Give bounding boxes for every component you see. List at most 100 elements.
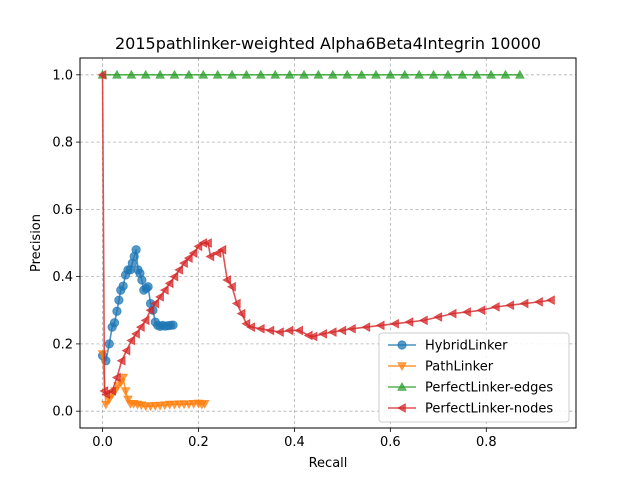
data-point <box>131 328 140 339</box>
x-tick-label: 0.8 <box>476 435 497 450</box>
data-point <box>120 387 131 397</box>
data-point <box>534 296 543 307</box>
data-point <box>217 244 227 255</box>
data-point <box>514 69 525 79</box>
data-point <box>199 400 210 409</box>
data-point <box>112 306 122 316</box>
data-point <box>236 308 246 319</box>
data-point <box>198 69 209 79</box>
data-point <box>145 305 155 316</box>
data-point <box>169 69 180 79</box>
data-point <box>155 69 165 79</box>
data-point <box>227 69 237 79</box>
data-point <box>284 69 295 79</box>
data-point <box>462 307 471 317</box>
data-point <box>390 318 399 329</box>
data-point <box>519 298 529 309</box>
data-point <box>241 318 251 329</box>
data-point <box>428 69 439 79</box>
data-point <box>255 323 265 334</box>
x-tick-label: 0.0 <box>92 435 113 450</box>
data-point <box>118 281 128 291</box>
data-point <box>275 327 284 338</box>
data-point <box>346 323 356 334</box>
y-tick-label: 0.6 <box>52 203 73 218</box>
data-point <box>135 322 145 332</box>
y-tick-label: 0.8 <box>52 136 73 151</box>
data-point <box>114 295 124 305</box>
data-point <box>457 69 468 79</box>
data-point <box>313 69 324 79</box>
y-tick-label: 0.2 <box>52 337 73 352</box>
data-point <box>121 345 131 356</box>
data-point <box>500 69 511 79</box>
data-point <box>375 320 385 331</box>
data-point <box>418 315 428 326</box>
data-point <box>143 282 153 292</box>
legend-swatch-marker <box>397 340 407 350</box>
x-tick-label: 0.2 <box>188 435 209 450</box>
data-point <box>183 253 193 264</box>
data-point <box>294 325 303 336</box>
data-point <box>361 322 371 332</box>
series-perfectlinker-nodes <box>97 69 555 400</box>
data-point <box>101 400 111 410</box>
series-layer <box>97 69 555 412</box>
data-point <box>505 300 515 311</box>
data-point <box>155 291 164 302</box>
data-point <box>231 298 241 309</box>
data-point <box>241 69 252 79</box>
data-point <box>179 258 188 269</box>
data-point <box>270 69 281 79</box>
legend-entry: PathLinker <box>388 360 494 375</box>
x-tick-label: 0.4 <box>284 435 305 450</box>
data-point <box>188 248 198 258</box>
data-point <box>404 317 414 327</box>
data-point <box>123 395 133 405</box>
legend-entry: PerfectLinker-nodes <box>388 402 553 417</box>
data-point <box>246 322 256 332</box>
legend-entry: PerfectLinker-edges <box>388 381 553 396</box>
y-tick-label: 1.0 <box>52 68 73 83</box>
data-point <box>299 69 309 79</box>
data-point <box>546 295 555 306</box>
y-tick-label: 0.0 <box>52 405 73 420</box>
data-point <box>385 69 396 79</box>
x-tick-label: 0.6 <box>380 435 401 450</box>
data-point <box>443 69 453 79</box>
data-point <box>104 339 114 349</box>
data-point <box>164 278 174 289</box>
data-point <box>222 275 232 285</box>
data-point <box>327 69 338 79</box>
data-point <box>203 238 212 248</box>
legend-label: HybridLinker <box>425 339 508 354</box>
legend-label: PathLinker <box>425 360 494 375</box>
data-point <box>371 69 381 79</box>
data-point <box>168 320 178 330</box>
legend-label: PerfectLinker-edges <box>425 381 553 396</box>
data-point <box>255 69 266 79</box>
data-point <box>490 302 500 312</box>
y-axis-label: Precision <box>29 214 44 272</box>
data-point <box>227 281 236 292</box>
y-tick-label: 0.4 <box>52 270 73 285</box>
legend: HybridLinker PathLinker PerfectLinker-edge… <box>378 332 570 423</box>
data-point <box>308 331 318 342</box>
data-point <box>433 312 443 322</box>
data-point <box>97 69 107 80</box>
data-point <box>174 265 184 275</box>
data-point <box>140 69 151 79</box>
legend-entries: HybridLinker PathLinker PerfectLinker-edge… <box>388 339 553 417</box>
data-point <box>150 298 160 309</box>
data-point <box>140 315 150 326</box>
data-point <box>126 69 137 79</box>
legend-box <box>378 332 570 423</box>
data-point <box>184 69 194 79</box>
data-point <box>399 69 410 79</box>
series-perfectlinker-edges <box>97 69 525 79</box>
data-point <box>447 308 457 319</box>
plot-area: 0.0 0.2 0.4 0.6 0.8 0.0 0.2 0.4 0.6 0.8 1.0 <box>52 57 577 450</box>
data-point <box>327 327 337 338</box>
